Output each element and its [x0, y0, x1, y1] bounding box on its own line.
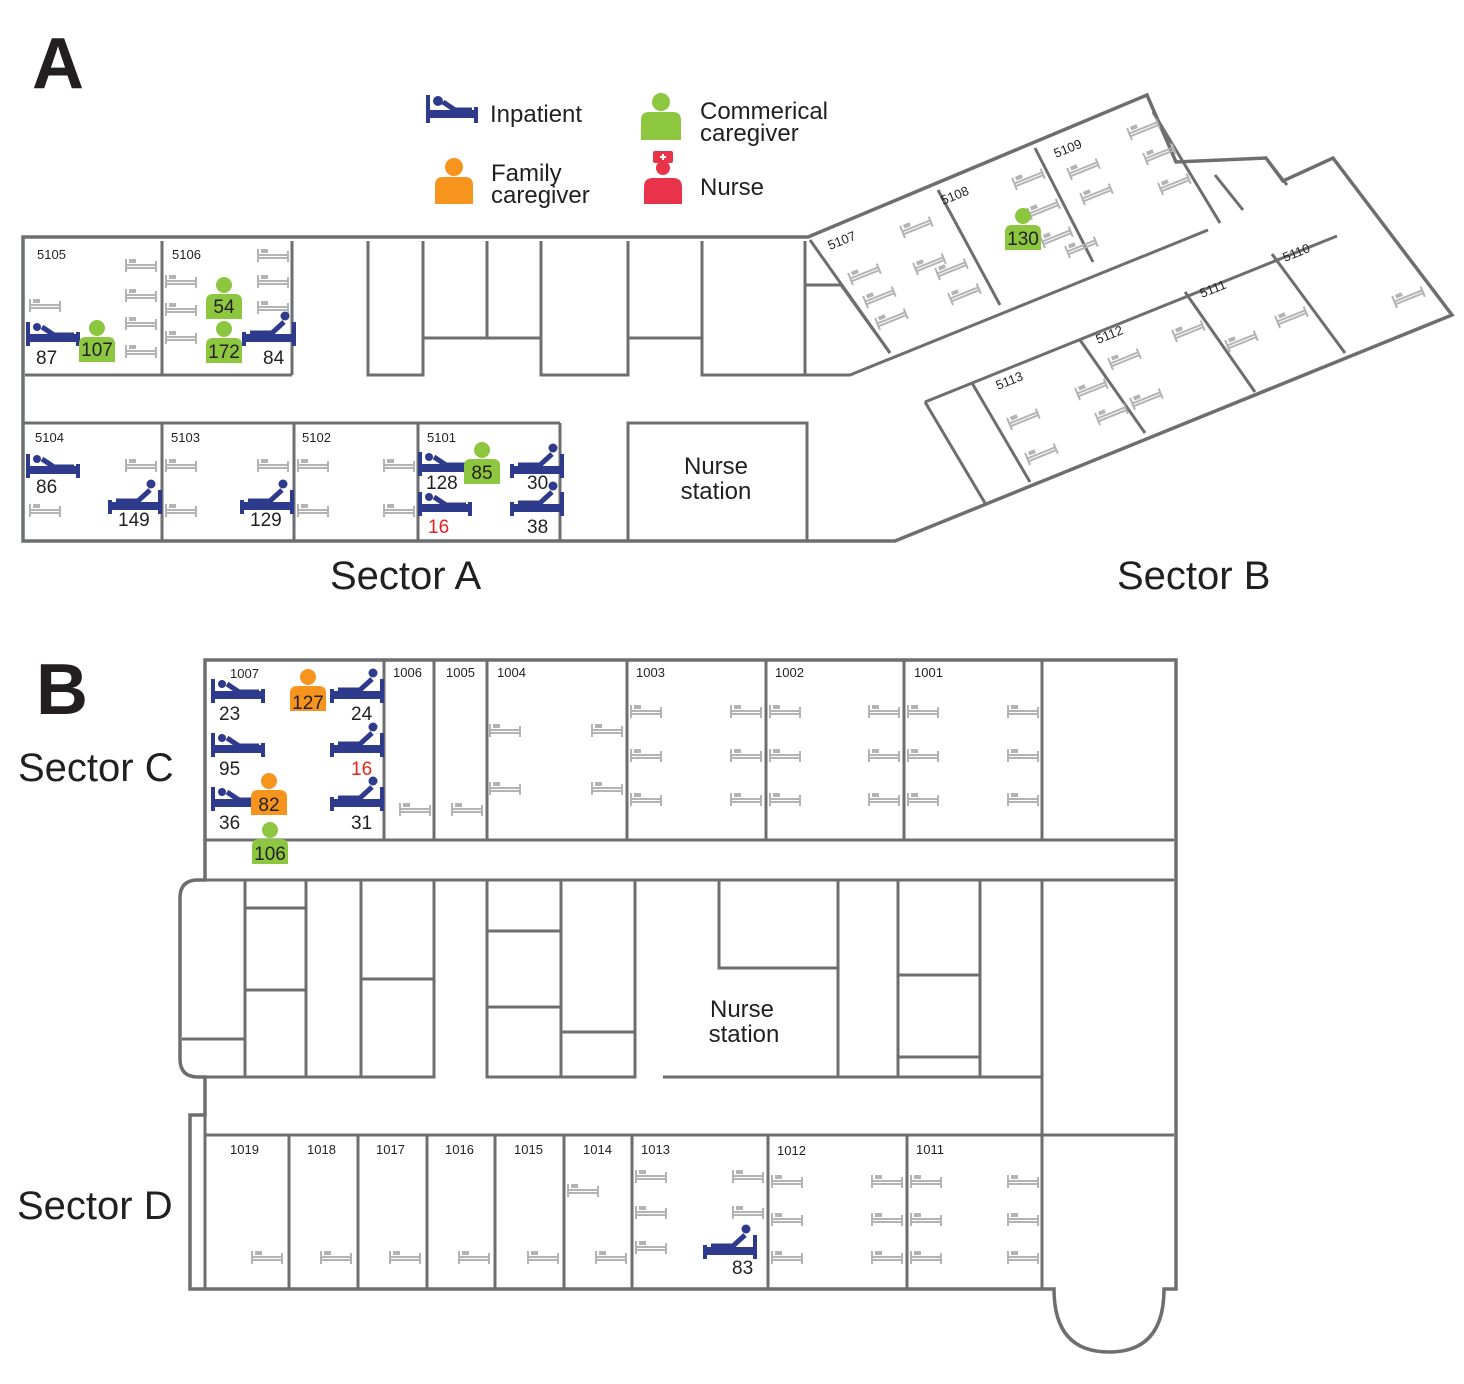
inpatient-icon	[332, 723, 382, 758]
inpatient-icon	[332, 669, 382, 704]
count-86: 86	[36, 477, 57, 498]
legend-nurse-label: Nurse	[700, 174, 764, 201]
count-36: 36	[219, 813, 240, 834]
count-16-sector-c: 16	[351, 759, 372, 780]
count-38: 38	[527, 517, 548, 538]
inpatient-icon	[213, 679, 263, 703]
legend: Inpatient Commerical caregiver Family ca…	[426, 93, 828, 209]
room-5104-label: 5104	[35, 430, 64, 445]
room-5103-label: 5103	[171, 430, 200, 445]
sector-d-label: Sector D	[17, 1184, 173, 1228]
room-1012-label: 1012	[777, 1143, 806, 1158]
room-5105-label: 5105	[37, 247, 66, 262]
room-1003-label: 1003	[636, 665, 665, 680]
room-1005-label: 1005	[446, 665, 475, 680]
inpatient-legend-icon	[426, 95, 478, 123]
commercial-caregiver-legend-icon	[641, 93, 681, 140]
inpatient-icon	[110, 480, 160, 515]
floor-plan-b-walls	[178, 658, 1178, 1354]
count-129: 129	[250, 510, 282, 531]
inpatient-icon	[213, 733, 263, 757]
room-1014-label: 1014	[583, 1142, 612, 1157]
sector-a-label: Sector A	[330, 554, 482, 598]
count-128: 128	[426, 473, 458, 494]
room-5102-label: 5102	[302, 430, 331, 445]
count-24: 24	[351, 704, 373, 725]
room-1004-label: 1004	[497, 665, 526, 680]
count-107: 107	[81, 340, 113, 361]
room-1013-label: 1013	[641, 1142, 670, 1157]
count-23: 23	[219, 704, 240, 725]
count-16-sector-a: 16	[428, 517, 449, 538]
room-1018-label: 1018	[307, 1142, 336, 1157]
count-172: 172	[208, 342, 240, 363]
room-5109-label: 5109	[1052, 136, 1084, 161]
legend-family-line1: Family	[491, 160, 562, 187]
inpatient-icon	[332, 777, 382, 812]
count-127: 127	[292, 693, 324, 714]
count-95: 95	[219, 759, 240, 780]
room-1001-label: 1001	[914, 665, 943, 680]
inpatient-icon	[420, 492, 470, 516]
room-5106-label: 5106	[172, 247, 201, 262]
room-1015-label: 1015	[514, 1142, 543, 1157]
family-caregiver-legend-icon	[435, 158, 473, 204]
room-1011-label: 1011	[916, 1142, 944, 1157]
room-1007-label: 1007	[230, 666, 259, 681]
room-5107-label: 5107	[826, 228, 858, 253]
inpatient-icon	[705, 1225, 755, 1260]
count-82: 82	[258, 795, 279, 816]
nurse-station-a-line2: station	[681, 478, 752, 505]
count-106: 106	[254, 844, 286, 865]
legend-commercial-line2: caregiver	[700, 120, 799, 147]
room-5112-label: 5112	[1094, 322, 1126, 346]
legend-commercial-line1: Commerical	[700, 98, 828, 125]
count-83: 83	[732, 1258, 753, 1279]
room-5111-label: 5111	[1198, 277, 1229, 301]
count-84: 84	[263, 348, 285, 369]
room-5110-label: 5110	[1281, 240, 1313, 264]
room-1019-label: 1019	[230, 1142, 259, 1157]
panel-label-b: B	[36, 650, 88, 730]
legend-inpatient-label: Inpatient	[490, 101, 582, 128]
count-149: 149	[118, 510, 150, 531]
count-31: 31	[351, 813, 372, 834]
inpatient-icon	[242, 480, 292, 515]
nurse-station-b-line2: station	[709, 1021, 780, 1048]
nurse-legend-icon	[644, 151, 682, 204]
count-85: 85	[471, 463, 492, 484]
room-5108-label: 5108	[939, 183, 971, 208]
legend-family-line2: caregiver	[491, 182, 590, 209]
room-1016-label: 1016	[445, 1142, 474, 1157]
nurse-station-b-line1: Nurse	[710, 996, 774, 1023]
floor-plan-a-walls	[21, 92, 1455, 543]
count-30: 30	[527, 473, 548, 494]
inpatient-icon	[244, 312, 294, 347]
room-1006-label: 1006	[393, 665, 422, 680]
inpatient-icon	[28, 322, 78, 346]
sector-c-label: Sector C	[18, 746, 174, 790]
room-5101-label: 5101	[427, 430, 456, 445]
count-87: 87	[36, 348, 57, 369]
sector-b-label: Sector B	[1117, 554, 1270, 598]
room-1002-label: 1002	[775, 665, 804, 680]
nurse-station-a-line1: Nurse	[684, 453, 748, 480]
inpatient-icon	[28, 454, 78, 478]
count-130: 130	[1007, 229, 1039, 250]
patient-beds-b	[213, 669, 755, 1260]
count-54: 54	[213, 297, 235, 318]
panel-label-a: A	[32, 24, 84, 104]
room-1017-label: 1017	[376, 1142, 405, 1157]
